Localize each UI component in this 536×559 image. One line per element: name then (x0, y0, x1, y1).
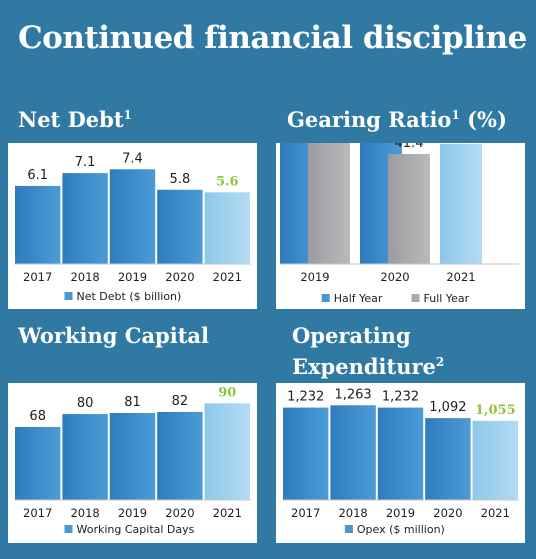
gearing-ratio-title: Gearing Ratio1 (%) (287, 102, 507, 133)
net-debt-value-label-2018: 7.1 (75, 155, 96, 170)
opex-title: Operating Expenditure2 (292, 323, 444, 380)
net-debt-x-tick-2017: 2017 (23, 270, 52, 284)
working-capital-bar-2021 (204, 403, 250, 500)
opex-footnote-mark: 2 (435, 355, 445, 369)
gearing-ratio-unit: (%) (459, 107, 507, 132)
gearing-x-tick-2021: 2021 (446, 270, 475, 284)
opex-x-tick-2019: 2019 (386, 506, 415, 520)
working-capital-legend-swatch-1 (64, 525, 73, 533)
net-debt-legend-label-1: Net Debt ($ billion) (77, 290, 182, 303)
gearing-legend-label-2: Full Year (424, 292, 470, 305)
net-debt-footnote-mark: 1 (123, 108, 132, 122)
opex-x-tick-2017: 2017 (291, 506, 320, 520)
working-capital-chart: 68 2017 80 2018 81 2019 82 2020 90 2021 Working Ca… (14, 385, 251, 536)
net-debt-x-tick-2019: 2019 (118, 270, 147, 284)
working-capital-x-tick-2021: 2021 (213, 506, 242, 520)
net-debt-x-tick-2020: 2020 (165, 270, 194, 284)
opex-value-label-2021: 1,055 (475, 403, 516, 418)
net-debt-title-text: Net Debt (18, 107, 124, 132)
opex-bar-2021 (472, 420, 518, 500)
net-debt-value-label-2019: 7.4 (122, 151, 143, 166)
working-capital-value-label-2017: 68 (29, 409, 46, 424)
gearing-ratio-chart-panel: 52.748.5201947.141.4202045.22021Half Yea… (276, 143, 525, 309)
net-debt-x-tick-2021: 2021 (213, 270, 242, 284)
net-debt-bar-2017 (15, 185, 61, 264)
net-debt-x-tick-2018: 2018 (70, 270, 99, 284)
gearing-legend-swatch-2 (411, 294, 420, 302)
page-title: Continued financial discipline (18, 20, 527, 56)
working-capital-title: Working Capital (18, 323, 209, 348)
working-capital-x-tick-2019: 2019 (118, 506, 147, 520)
working-capital-value-label-2019: 81 (124, 395, 141, 410)
gearing-ratio-title-text: Gearing Ratio (287, 107, 452, 132)
net-debt-value-label-2021: 5.6 (216, 174, 239, 189)
opex-bar-2020 (425, 418, 471, 500)
gearing-x-tick-2020: 2020 (380, 270, 409, 284)
gearing-full-year-value-2020: 41.4 (395, 143, 424, 151)
opex-chart: 1,232 2017 1,263 2018 1,232 2019 1,092 2020 1,05… (282, 387, 519, 536)
net-debt-title: Net Debt1 (18, 102, 132, 133)
working-capital-legend-label-1: Working Capital Days (77, 523, 195, 536)
net-debt-value-label-2017: 6.1 (27, 168, 48, 183)
working-capital-x-tick-2017: 2017 (23, 506, 52, 520)
opex-bar-2019 (377, 407, 424, 500)
gearing-ratio-footnote-mark: 1 (451, 108, 460, 122)
gearing-full-year-bar-2019 (308, 143, 350, 264)
working-capital-bar-2019 (109, 413, 156, 500)
gearing-ratio-chart: 52.748.5201947.141.4202045.22021Half Yea… (280, 143, 519, 305)
opex-legend-swatch-1 (344, 525, 353, 533)
working-capital-value-label-2020: 82 (172, 394, 189, 409)
net-debt-value-label-2020: 5.8 (170, 172, 191, 187)
working-capital-bar-2017 (15, 426, 61, 500)
opex-bar-2018 (330, 405, 376, 500)
net-debt-bar-2019 (109, 169, 156, 264)
opex-x-tick-2021: 2021 (481, 506, 510, 520)
opex-value-label-2019: 1,232 (382, 390, 419, 405)
opex-legend-label-1: Opex ($ million) (357, 523, 445, 536)
working-capital-value-label-2021: 90 (218, 385, 236, 400)
opex-title-line1: Operating (292, 323, 411, 348)
opex-value-label-2020: 1,092 (429, 400, 466, 415)
opex-title-line2: Expenditure2 (292, 349, 444, 380)
gearing-legend-swatch-1 (321, 294, 330, 302)
opex-bar-2017 (283, 407, 329, 500)
working-capital-bar-2018 (62, 414, 108, 500)
opex-chart-panel: 1,232 2017 1,263 2018 1,232 2019 1,092 2020 1,05… (276, 383, 525, 543)
net-debt-legend-swatch-1 (64, 292, 73, 300)
working-capital-bar-2020 (157, 411, 203, 500)
gearing-x-tick-2019: 2019 (300, 270, 329, 284)
net-debt-bar-2021 (204, 192, 250, 264)
working-capital-chart-panel: 68 2017 80 2018 81 2019 82 2020 90 2021 Working Ca… (8, 383, 257, 543)
net-debt-chart: 6.1 2017 7.1 2018 7.4 2019 5.8 2020 5.6 2021 Net D… (14, 151, 251, 303)
working-capital-value-label-2018: 80 (77, 396, 94, 411)
working-capital-x-tick-2018: 2018 (70, 506, 99, 520)
opex-x-tick-2020: 2020 (433, 506, 462, 520)
opex-title-line2-text: Expenditure (292, 354, 436, 379)
gearing-full-year-bar-2020 (388, 153, 430, 264)
gearing-legend-label-1: Half Year (334, 292, 383, 305)
opex-x-tick-2018: 2018 (338, 506, 367, 520)
gearing-half-year-bar-2021 (440, 143, 482, 264)
working-capital-x-tick-2020: 2020 (165, 506, 194, 520)
opex-value-label-2017: 1,232 (287, 390, 324, 405)
net-debt-bar-2020 (157, 189, 203, 264)
net-debt-bar-2018 (62, 173, 108, 264)
opex-value-label-2018: 1,263 (334, 387, 371, 402)
net-debt-chart-panel: 6.1 2017 7.1 2018 7.4 2019 5.8 2020 5.6 2021 Net D… (8, 143, 257, 309)
